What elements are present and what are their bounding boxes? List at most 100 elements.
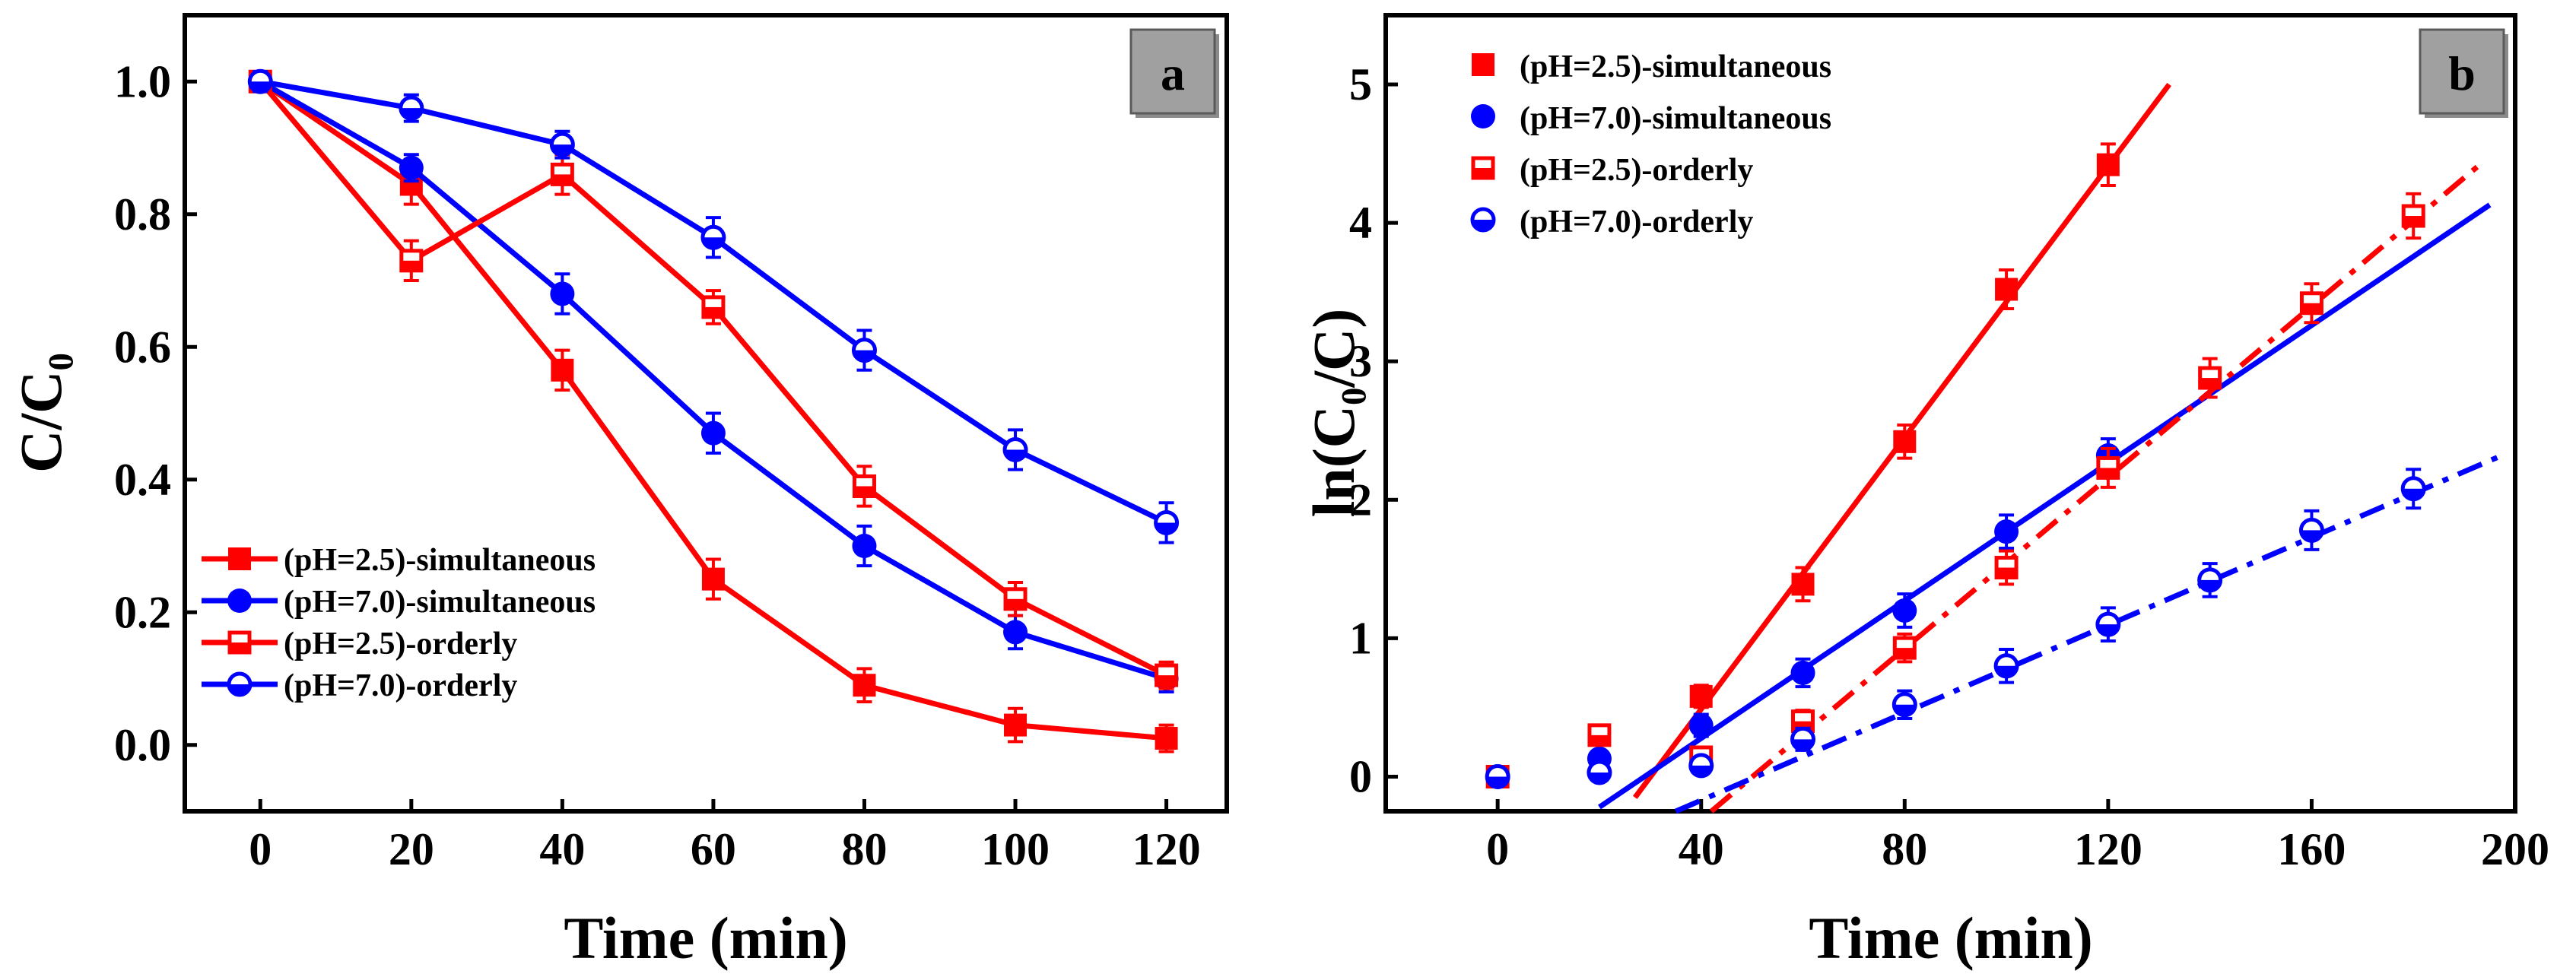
panel-a-data-point <box>701 567 725 591</box>
panel-a-y-tick-label: 0.6 <box>114 322 171 372</box>
panel-a-y-tick-label: 0.4 <box>114 455 171 505</box>
panel-a-y-tick-label: 0.0 <box>114 720 171 770</box>
panel-a-data-point-fill <box>1155 522 1177 534</box>
panel-b-marks: 0 40 80 120 160 200 0 1 2 3 4 5 (pH=2.5)-simultaneou… <box>1349 49 2549 874</box>
panel-b-x-axis-label: Time (min) <box>1809 905 2092 971</box>
panel-a-series-4 <box>247 68 1180 544</box>
panel-b-data-point-fill <box>2301 530 2323 541</box>
panel-a-legend-label: (pH=2.5)-orderly <box>284 627 517 661</box>
panel-a-data-point-fill <box>551 174 574 186</box>
panel-b-data-point-fill <box>2096 468 2120 480</box>
panel-b-y-tick-label: 0 <box>1349 751 1372 801</box>
panel-b-badge-face <box>2419 28 2505 115</box>
panel-b-x-tick-label: 40 <box>1679 824 1724 874</box>
panel-b-data-point-fill <box>1792 739 1814 750</box>
panel-b-legend-marker <box>1471 104 1495 128</box>
panel-a-data-point <box>1004 713 1028 737</box>
panel-b-data-point-fill <box>1894 704 1916 715</box>
panel-a: a Time (min) C/C₀ <box>8 13 1229 971</box>
panel-a-data-point <box>551 358 574 382</box>
panel-b-data-point <box>1689 684 1713 708</box>
panel-a-x-axis-label: Time (min) <box>564 905 847 971</box>
panel-b-data-point <box>2096 153 2120 176</box>
panel-a-data-point <box>852 534 877 558</box>
panel-b-data-point-fill <box>1588 773 1610 784</box>
panel-b-data-point <box>1791 573 1815 596</box>
panel-b-y-axis-label: ln(C₀/C) <box>1301 309 1367 518</box>
panel-b-data-point <box>1893 430 1917 453</box>
panel-a-legend-marker-fill <box>228 642 251 654</box>
panel-b-series-2 <box>1485 202 2492 810</box>
panel-b-data-point <box>1994 519 2019 544</box>
panel-a-data-point-fill <box>1004 598 1028 611</box>
panel-a-data-point <box>1155 727 1178 750</box>
panel-b-x-tick-label: 120 <box>2074 824 2142 874</box>
panel-b-data-point-fill <box>2198 378 2222 390</box>
panel-b-y-tick-label: 2 <box>1349 474 1372 525</box>
panel-a-data-point-fill <box>853 350 875 361</box>
panel-b-y-tick-label: 3 <box>1349 336 1372 386</box>
panel-a-legend-label: (pH=2.5)-simultaneous <box>284 543 596 578</box>
panel-a-legend-marker <box>228 547 251 570</box>
panel-b-badge-label: b <box>2448 46 2476 100</box>
panel-b-data-point-fill <box>1995 567 2019 579</box>
dynamic-chart-marks: 0 20 40 60 80 100 1200.00.20.40.60.81.0(pH=2.5… <box>114 49 2549 874</box>
panel-a-data-point <box>853 674 876 697</box>
panel-a-x-tick-label: 40 <box>539 824 585 874</box>
panel-a-series-1 <box>249 70 1178 754</box>
panel-a-legend-label: (pH=7.0)-simultaneous <box>284 585 596 620</box>
panel-b-fit-line <box>1597 202 2492 810</box>
panel-a-data-point <box>700 420 726 446</box>
panel-b-series-3 <box>1485 158 2487 814</box>
panel-b-y-tick-label: 1 <box>1349 613 1372 663</box>
panel-b-data-point <box>1688 713 1714 738</box>
panel-b-data-point-fill <box>2097 624 2119 636</box>
panel-b-fit-line <box>1709 158 2487 814</box>
panel-a-legend-label: (pH=7.0)-orderly <box>284 668 517 703</box>
panel-b-data-point-fill <box>2300 303 2323 315</box>
panel-b-data-point <box>1995 278 2019 301</box>
panel-b: b Time (min) ln(C₀/C) <box>1301 13 2517 971</box>
panel-b-series-1 <box>1486 82 2171 799</box>
panel-b-legend-marker-fill <box>1472 168 1494 179</box>
panel-a-badge-face <box>1129 28 1216 115</box>
panel-b-legend-label: (pH=2.5)-simultaneous <box>1520 49 1831 84</box>
panel-a-data-point-fill <box>701 306 725 319</box>
panel-b-data-point-fill <box>1893 648 1917 660</box>
panel-b-series-4 <box>1485 452 2507 814</box>
panel-b-x-tick-label: 160 <box>2277 824 2346 874</box>
panel-b-data-point-fill <box>1996 665 2018 677</box>
panel-b-legend-label: (pH=7.0)-orderly <box>1520 205 1753 240</box>
panel-b-x-tick-label: 80 <box>1882 824 1927 874</box>
panel-b-data-point-fill <box>1487 776 1509 788</box>
panel-a-badge-label: a <box>1161 46 1185 100</box>
panel-b-data-point-fill <box>2402 216 2425 228</box>
panel-a-data-point-fill <box>551 144 573 156</box>
panel-a-y-axis-label: C/C₀ <box>8 353 74 473</box>
panel-a-data-point <box>399 155 424 180</box>
panel-a-data-point-fill <box>400 108 422 119</box>
panel-b-x-tick-label: 200 <box>2481 824 2549 874</box>
panel-b-plot-frame <box>1383 13 2517 814</box>
panel-b-data-point <box>1892 598 1917 623</box>
panel-b-y-tick-label: 5 <box>1349 59 1372 109</box>
panel-a-data-point-fill <box>853 486 876 498</box>
panel-a-series-3 <box>248 69 1179 690</box>
panel-b-data-point <box>1790 660 1815 685</box>
panel-a-y-tick-label: 1.0 <box>114 56 171 106</box>
panel-a-x-tick-label: 120 <box>1132 824 1201 874</box>
panel-b-legend: (pH=2.5)-simultaneous (pH=7.0)-simultaneo… <box>1470 49 1831 240</box>
panel-a-legend: (pH=2.5)-simultaneous (pH=7.0)-simultaneo… <box>202 543 596 703</box>
panel-a-plot-frame <box>183 13 1229 814</box>
panel-a-data-point-fill <box>1155 675 1178 687</box>
panel-a-data-point-fill <box>1005 449 1027 461</box>
panel-a-y-tick-label: 0.2 <box>114 587 171 637</box>
panel-a-data-point-fill <box>399 260 423 272</box>
panel-a-legend-marker-fill <box>229 684 250 695</box>
panel-b-x-tick-label: 0 <box>1486 824 1509 874</box>
panel-a-data-point <box>1003 620 1028 645</box>
panel-b-data-point-fill <box>2199 579 2221 591</box>
panel-a-legend-marker <box>227 589 252 613</box>
panel-a-x-tick-label: 80 <box>841 824 887 874</box>
